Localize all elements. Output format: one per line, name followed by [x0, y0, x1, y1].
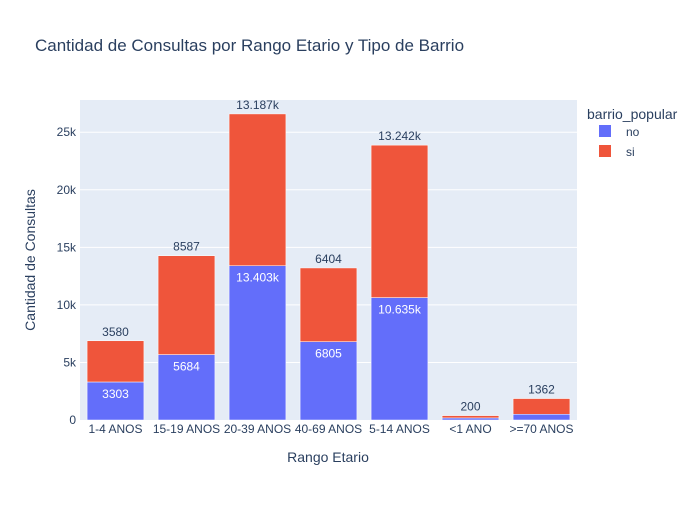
data-label-si: 13.242k: [378, 129, 422, 143]
bar-si: [228, 113, 287, 266]
y-tick-label: 15k: [57, 240, 77, 254]
data-labels: 3303 3580 5684 8587 13.403k 13.187k 6805 6404 10…: [102, 98, 555, 414]
data-label-si: 8587: [173, 240, 200, 254]
data-label-no: 10.635k: [378, 303, 422, 317]
data-label-no: 3303: [102, 387, 129, 401]
legend-swatch-no: [599, 125, 611, 137]
bar-si: [512, 398, 571, 415]
bar-si: [441, 415, 500, 419]
x-tick-label: >=70 ANOS: [509, 422, 573, 436]
legend-title: barrio_popular: [587, 106, 678, 122]
x-tick-label: 15-19 ANOS: [153, 422, 220, 436]
bar-si: [86, 340, 145, 383]
x-tick-label: 40-69 ANOS: [295, 422, 362, 436]
data-label-si: 6404: [315, 252, 342, 266]
bar-no: [157, 354, 216, 421]
bar-no: [441, 417, 500, 421]
legend-swatch-si: [599, 145, 611, 157]
legend-label-si: si: [626, 145, 635, 159]
x-tick-labels: 1-4 ANOS 15-19 ANOS 20-39 ANOS 40-69 ANOS 5-…: [88, 422, 573, 436]
bar-no: [228, 265, 287, 421]
legend-label-no: no: [626, 125, 640, 139]
y-tick-label: 0: [69, 413, 76, 427]
bar-no: [370, 297, 429, 421]
data-label-si: 3580: [102, 325, 129, 339]
bar-si: [157, 255, 216, 355]
x-axis-title: Rango Etario: [287, 449, 369, 465]
data-label-no: 13.403k: [236, 271, 280, 285]
data-label-si: 13.187k: [236, 98, 280, 112]
x-tick-label: <1 ANO: [449, 422, 491, 436]
legend-items: no si: [599, 125, 640, 159]
legend: barrio_popular no si: [587, 106, 678, 159]
chart-title: Cantidad de Consultas por Rango Etario y…: [35, 36, 464, 55]
y-axis-title: Cantidad de Consultas: [22, 189, 38, 331]
y-tick-label: 25k: [57, 125, 77, 139]
x-tick-label: 20-39 ANOS: [224, 422, 291, 436]
bar-no: [86, 381, 145, 421]
y-tick-labels: 0 5k 10k 15k 20k 25k: [57, 125, 77, 427]
y-tick-label: 20k: [57, 183, 77, 197]
x-tick-label: 5-14 ANOS: [369, 422, 430, 436]
bar-si: [299, 267, 358, 342]
data-label-no: 5684: [173, 360, 200, 374]
bars: [86, 113, 571, 421]
data-label-si: 200: [460, 400, 480, 414]
y-tick-label: 10k: [57, 298, 77, 312]
bar-no: [512, 413, 571, 421]
y-tick-label: 5k: [63, 355, 77, 369]
data-label-si: 1362: [528, 383, 555, 397]
data-label-no: 6805: [315, 347, 342, 361]
x-tick-label: 1-4 ANOS: [88, 422, 142, 436]
bar-si: [370, 144, 429, 298]
